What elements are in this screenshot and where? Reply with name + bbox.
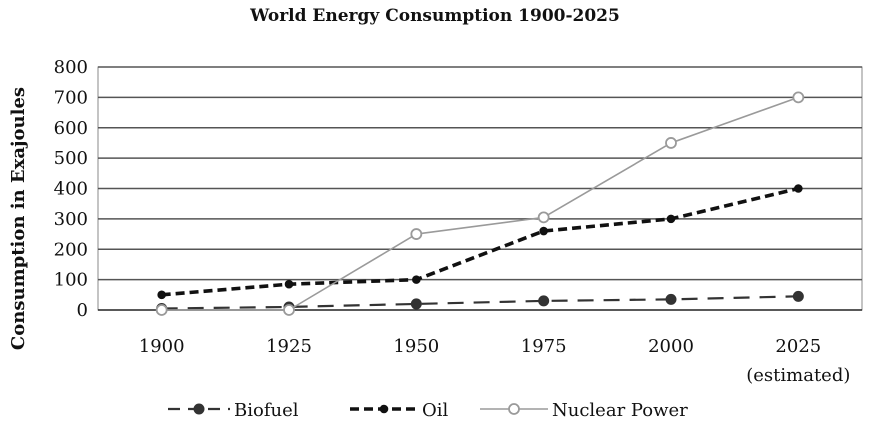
x-tick-label: 2000	[648, 336, 694, 357]
legend-item: Oil	[350, 400, 449, 421]
series-line	[161, 186, 799, 297]
data-point	[157, 290, 166, 300]
data-point	[665, 137, 677, 149]
x-tick-label: 1925	[266, 336, 312, 357]
data-point	[412, 275, 421, 284]
legend: Biofuel Oil Nuclear Power	[168, 400, 688, 421]
data-point	[792, 91, 805, 104]
y-axis-label: Consumption in Exajoules	[8, 87, 29, 350]
legend-item: Nuclear Power	[480, 400, 688, 421]
x-tick-label: 1950	[393, 336, 439, 357]
legend-item: Biofuel	[168, 400, 299, 421]
y-tick-label: 200	[54, 239, 88, 260]
data-point	[538, 295, 550, 307]
data-point	[193, 403, 205, 415]
legend-label: Oil	[422, 400, 449, 421]
data-point	[666, 214, 676, 224]
data-point	[665, 293, 677, 305]
y-tick-label: 400	[54, 179, 88, 200]
series-nuclear-power	[155, 91, 805, 316]
y-tick-label: 800	[54, 57, 88, 78]
series-oil	[157, 184, 803, 300]
x-tick-label: 1975	[521, 336, 567, 357]
data-point	[410, 228, 423, 240]
y-tick-label: 700	[54, 87, 88, 108]
x-tick-label: 1900	[139, 336, 185, 357]
x-tick-note: (estimated)	[746, 365, 850, 386]
data-point	[410, 298, 422, 310]
data-point	[284, 279, 294, 289]
data-point	[792, 290, 804, 302]
chart-title: World Energy Consumption 1900-2025	[250, 6, 620, 26]
legend-label: Nuclear Power	[552, 400, 688, 421]
y-tick-label: 500	[54, 148, 88, 169]
data-point	[155, 304, 168, 316]
y-tick-label: 0	[77, 300, 88, 321]
y-tick-label: 300	[54, 209, 88, 230]
y-tick-label: 600	[54, 118, 88, 139]
data-point	[537, 211, 550, 224]
series-line	[161, 96, 799, 311]
data-point	[508, 403, 520, 415]
series-line	[161, 295, 799, 310]
data-point	[539, 226, 548, 236]
data-point	[283, 304, 295, 316]
legend-label: Biofuel	[234, 400, 299, 421]
y-tick-label: 100	[54, 270, 88, 291]
data-point	[794, 184, 803, 193]
x-tick-label: 2025	[775, 336, 821, 357]
data-point	[379, 404, 389, 414]
